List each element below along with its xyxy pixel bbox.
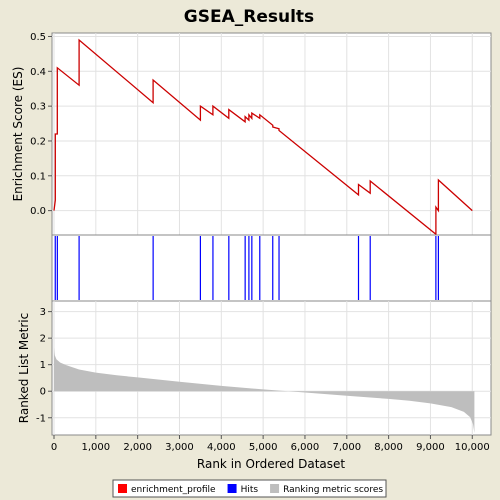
metric-panel-background bbox=[51, 300, 492, 436]
x-tick-label: 3,000 bbox=[165, 442, 194, 453]
legend-label: enrichment_profile bbox=[131, 485, 216, 495]
x-tick-label: 6,000 bbox=[291, 442, 320, 453]
x-tick-label: 8,000 bbox=[374, 442, 403, 453]
enrichment-profile-line bbox=[53, 38, 473, 236]
metric-y-axis-label: Ranked List Metric bbox=[17, 313, 31, 423]
metric-y-tick-label: 0 bbox=[40, 387, 46, 398]
x-ticks: 0 1,000 2,000 3,000 4,000 5,000 6,000 7,000 8,00… bbox=[51, 435, 490, 453]
x-tick-label: 1,000 bbox=[82, 442, 111, 453]
x-tick-label: 7,000 bbox=[332, 442, 361, 453]
es-y-tick-label: 0.5 bbox=[30, 32, 46, 43]
chart-title: GSEA_Results bbox=[184, 7, 314, 27]
es-y-tick-label: 0.0 bbox=[30, 206, 46, 217]
x-tick-label: 9,000 bbox=[416, 442, 445, 453]
metric-y-tick-label: 2 bbox=[40, 334, 46, 345]
legend-swatch bbox=[227, 484, 237, 493]
es-y-tick-label: 0.1 bbox=[30, 171, 46, 182]
ranking-metric-area bbox=[54, 347, 475, 434]
metric-y-ticks: -1 0 1 2 3 bbox=[36, 307, 52, 424]
es-y-tick-label: 0.4 bbox=[30, 67, 46, 78]
x-axis-label: Rank in Ordered Dataset bbox=[197, 457, 345, 471]
legend-swatch bbox=[270, 484, 280, 493]
es-panel-background bbox=[51, 32, 492, 236]
es-gridlines bbox=[52, 33, 491, 235]
legend-box bbox=[112, 479, 387, 498]
x-tick-label: 10,000 bbox=[455, 442, 490, 453]
x-tick-label: 4,000 bbox=[207, 442, 236, 453]
legend-label: Ranking metric scores bbox=[283, 485, 383, 495]
x-tick-label: 5,000 bbox=[249, 442, 278, 453]
metric-gridlines bbox=[52, 301, 491, 435]
es-y-axis-label: Enrichment Score (ES) bbox=[11, 67, 25, 202]
x-tick-label: 2,000 bbox=[123, 442, 152, 453]
metric-y-tick-label: 3 bbox=[40, 307, 46, 318]
legend-label: Hits bbox=[241, 485, 259, 495]
hits-marks bbox=[54, 236, 439, 300]
es-y-tick-label: 0.2 bbox=[30, 136, 46, 147]
x-tick-label: 0 bbox=[51, 442, 57, 453]
hits-panel-background bbox=[51, 234, 492, 302]
legend: enrichment_profile Hits Ranking metric sco… bbox=[112, 479, 387, 498]
es-y-tick-label: 0.3 bbox=[30, 102, 46, 113]
es-y-ticks: 0.0 0.1 0.2 0.3 0.4 0.5 bbox=[30, 32, 52, 217]
metric-y-tick-label: 1 bbox=[40, 360, 46, 371]
legend-swatch bbox=[118, 484, 127, 493]
metric-y-tick-label: -1 bbox=[36, 413, 46, 424]
